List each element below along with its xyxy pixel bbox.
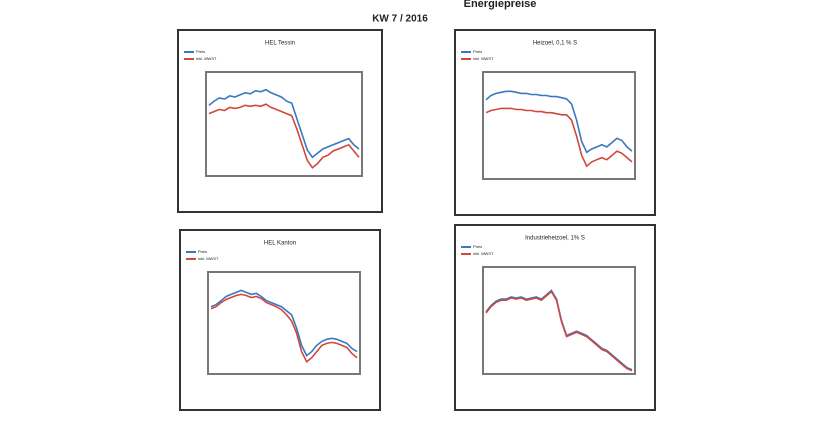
page-subtitle: KW 7 / 2016 (372, 14, 428, 25)
legend-label: inkl. MWST (473, 251, 494, 256)
legend-label: inkl. MWST (198, 256, 219, 261)
chart-title: Heizoel, 0,1 % S (533, 41, 577, 47)
legend-label: Preis (473, 244, 482, 249)
data-line (210, 289, 358, 357)
plot-area (205, 71, 363, 177)
legend-label: Preis (196, 49, 205, 54)
data-line (208, 88, 360, 159)
chart-title: HEL Kanton (264, 241, 296, 247)
legend-label: Preis (473, 49, 482, 54)
legend-label: inkl. MWST (473, 56, 494, 61)
plot-area (482, 71, 636, 180)
plot-area (482, 266, 636, 375)
legend-label: Preis (198, 249, 207, 254)
data-line (485, 290, 633, 372)
chart-title: HEL Tessin (265, 41, 295, 47)
page-title: Energiepreise (464, 0, 537, 10)
data-line (210, 293, 358, 364)
plot-area (207, 271, 361, 375)
legend-label: inkl. MWST (196, 56, 217, 61)
data-line (485, 90, 633, 154)
chart-title: Industrieheizoel, 1% S (525, 236, 585, 242)
data-line (208, 103, 360, 169)
data-line (485, 107, 633, 168)
